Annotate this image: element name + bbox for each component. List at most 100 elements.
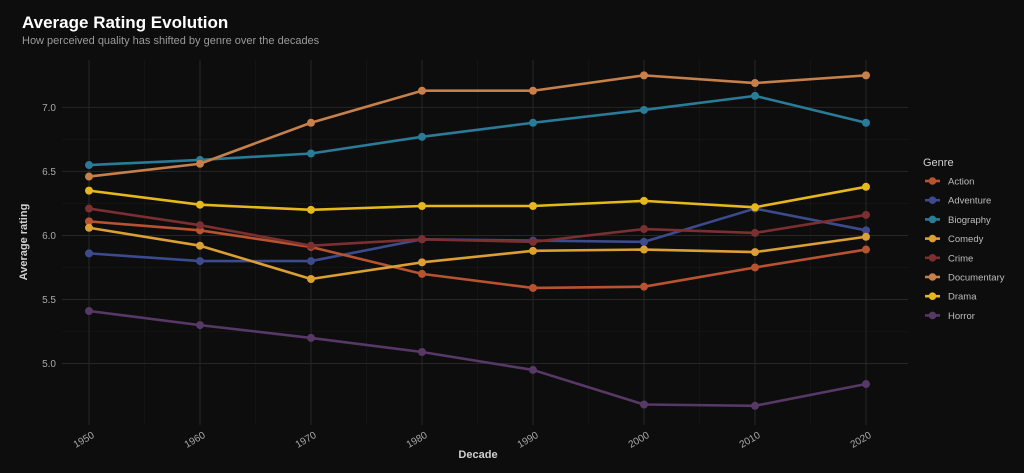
legend-label: Horror [948, 311, 975, 322]
point-drama [862, 182, 870, 191]
y-tick-label: 7.0 [42, 103, 56, 114]
point-comedy [640, 245, 648, 254]
legend-item-adventure: Adventure [925, 196, 991, 207]
legend-point-swatch [928, 292, 937, 301]
point-crime [85, 204, 93, 213]
point-documentary [862, 71, 870, 80]
legend-label: Drama [948, 292, 977, 303]
point-comedy [529, 246, 537, 255]
legend-item-action: Action [925, 177, 974, 188]
legend-label: Documentary [948, 273, 1005, 284]
x-tick-label: 2020 [849, 430, 874, 451]
legend-item-horror: Horror [925, 311, 975, 322]
legend-label: Adventure [948, 196, 991, 207]
point-drama [196, 200, 204, 209]
series-crime [85, 204, 870, 250]
legend-point-swatch [928, 196, 937, 204]
point-adventure [196, 257, 204, 266]
legend-item-documentary: Documentary [925, 273, 1005, 284]
chart-subtitle: How perceived quality has shifted by gen… [22, 35, 320, 47]
point-comedy [307, 275, 315, 283]
point-biography [862, 118, 870, 127]
point-action [85, 217, 93, 226]
legend-point-swatch [928, 311, 937, 320]
legend-point-swatch [928, 273, 937, 281]
x-axis-ticks: 1950 1960 1970 1980 1990 2000 2010 2020 [72, 430, 874, 451]
point-action [529, 283, 537, 292]
x-tick-label: 2000 [627, 430, 652, 451]
point-horror [751, 401, 759, 410]
legend-point-swatch [928, 234, 937, 243]
point-documentary [307, 118, 315, 127]
point-biography [529, 118, 537, 127]
point-drama [418, 202, 426, 210]
legend-point-swatch [928, 177, 937, 185]
point-crime [307, 241, 315, 250]
point-biography [751, 91, 759, 100]
legend-label: Crime [948, 253, 973, 264]
line-horror [88, 309, 867, 408]
legend-item-comedy: Comedy [925, 234, 984, 245]
legend-label: Action [948, 177, 974, 188]
point-documentary [85, 172, 93, 181]
legend-item-biography: Biography [925, 215, 991, 226]
point-documentary [640, 71, 648, 80]
point-horror [196, 321, 204, 330]
x-tick-label: 1970 [294, 430, 319, 451]
point-action [640, 282, 648, 291]
point-action [862, 245, 870, 254]
point-documentary [418, 86, 426, 95]
point-comedy [418, 258, 426, 267]
point-crime [196, 221, 204, 230]
y-axis-label: Average rating [18, 204, 30, 281]
point-horror [307, 333, 315, 342]
series-documentary [85, 71, 870, 181]
point-comedy [862, 232, 870, 241]
point-comedy [196, 241, 204, 250]
y-tick-label: 6.5 [42, 167, 56, 178]
y-axis-ticks: 5.0 5.5 6.0 6.5 7.0 [42, 103, 56, 370]
point-horror [85, 307, 93, 316]
point-documentary [529, 86, 537, 95]
point-adventure [862, 226, 870, 235]
point-biography [640, 105, 648, 114]
x-tick-label: 1990 [516, 430, 541, 451]
gridlines [62, 60, 908, 425]
point-biography [85, 161, 93, 170]
x-tick-label: 2010 [738, 430, 763, 451]
line-biography [88, 94, 867, 167]
y-tick-label: 5.0 [42, 359, 56, 370]
legend-label: Biography [948, 215, 991, 226]
line-comedy [88, 226, 867, 281]
point-drama [751, 203, 759, 212]
point-crime [640, 225, 648, 234]
point-drama [529, 202, 537, 210]
point-documentary [751, 79, 759, 88]
legend-point-swatch [928, 215, 937, 224]
line-action [88, 220, 867, 290]
y-tick-label: 5.5 [42, 295, 56, 306]
point-drama [307, 205, 315, 214]
point-adventure [307, 257, 315, 266]
point-crime [862, 210, 870, 219]
x-tick-label: 1980 [405, 430, 430, 451]
point-biography [307, 149, 315, 158]
legend: Action Adventure Biography Comedy Crime Docum… [925, 177, 1005, 322]
point-adventure [640, 237, 648, 246]
legend-item-drama: Drama [925, 292, 977, 303]
x-axis-label: Decade [458, 449, 497, 461]
x-tick-label: 1950 [72, 430, 97, 451]
point-action [751, 263, 759, 272]
series-biography [85, 91, 870, 170]
x-tick-label: 1960 [183, 430, 208, 451]
point-crime [418, 235, 426, 244]
legend-item-crime: Crime [925, 253, 973, 264]
point-horror [862, 380, 870, 389]
legend-title: Genre [923, 157, 954, 169]
point-documentary [196, 159, 204, 168]
series-horror [85, 307, 870, 410]
point-comedy [85, 223, 93, 232]
y-tick-label: 6.0 [42, 231, 56, 242]
legend-label: Comedy [948, 234, 984, 245]
